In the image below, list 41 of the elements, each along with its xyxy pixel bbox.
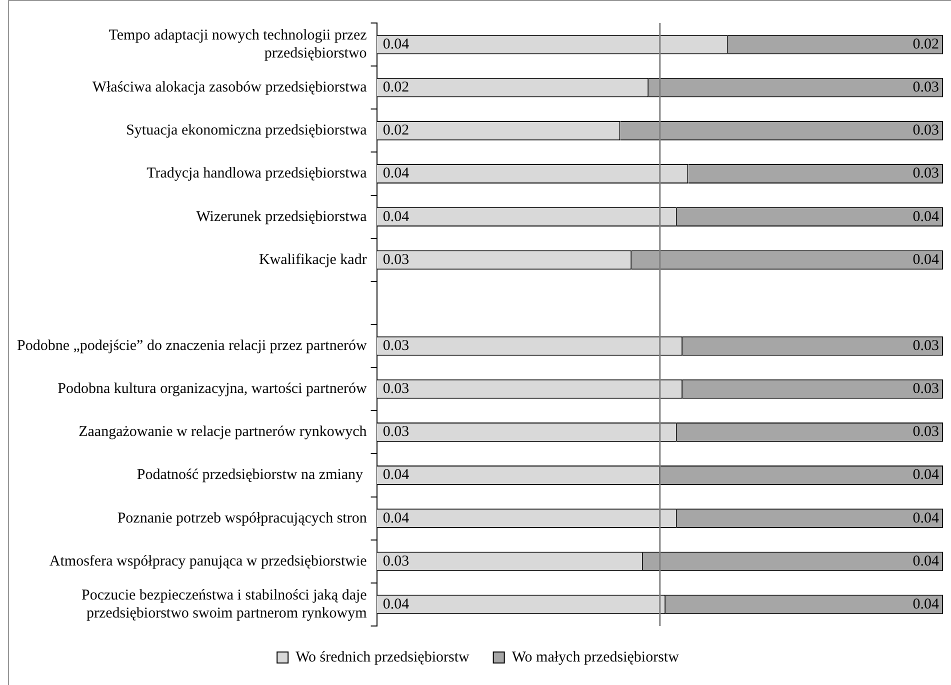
y-tick-label: Sytuacja ekonomiczna przedsiębiorstwa <box>126 122 368 139</box>
annotation: 0.04 <box>382 596 410 612</box>
annotation: 0.03 <box>912 80 939 96</box>
y-tick-label: Kwalifikacje kadr <box>258 252 367 268</box>
y-tick-label: Atmosfera współpracy panująca w przedsiębiorstwie <box>49 553 368 570</box>
y-tick-label: Wizerunek przedsiębiorstwa <box>196 208 368 225</box>
y-tick-label: Podatność przedsiębiorstw na zmiany <box>136 467 367 484</box>
annotation: 0.02 <box>382 122 410 139</box>
annotation: 0.04 <box>382 467 410 484</box>
annotation: 0.04 <box>912 553 940 570</box>
annotation: 0.04 <box>382 36 410 52</box>
annotation: 0.04 <box>382 208 410 225</box>
annotation: 0.04 <box>912 596 940 612</box>
annotation: 0.03 <box>382 252 410 268</box>
annotation: 0.03 <box>912 338 939 354</box>
annotation: 0.04 <box>382 166 410 182</box>
annotation: 0.03 <box>382 338 410 354</box>
y-tick-label: Tempo adaptacji nowych technologii przez przedsiębiorstwo <box>108 27 368 62</box>
annotation: 0.03 <box>912 166 939 182</box>
annotation: 0.03 <box>912 424 939 440</box>
legend-label: Wo średnich przedsiębiorstw <box>296 649 470 666</box>
annotation: 0.04 <box>382 510 410 526</box>
annotation: 0.04 <box>912 252 940 268</box>
y-tick-label: Poznanie potrzeb współpracujących stron <box>117 510 368 526</box>
y-tick-label: Podobna kultura organizacyjna, wartości partnerów <box>58 381 367 398</box>
annotation: 0.03 <box>912 122 939 139</box>
y-tick-label: Podobne „podejście” do znaczenia relacji przez partnerów <box>16 338 367 354</box>
annotation: 0.03 <box>382 381 410 398</box>
annotation: 0.03 <box>382 424 410 440</box>
annotation: 0.04 <box>912 208 940 225</box>
annotation: 0.02 <box>382 80 410 96</box>
y-tick-label: Poczucie bezpieczeństwa i stabilności jaką daje przedsiębiorstwo swoim partnerom rynkowym <box>82 587 368 622</box>
annotation: 0.03 <box>912 381 939 398</box>
y-tick-label: Właściwa alokacja zasobów przedsiębiorstwa <box>92 80 368 96</box>
legend-label: Wo małych przedsiębiorstw <box>512 649 680 666</box>
annotation: 0.04 <box>912 510 940 526</box>
y-tick-label: Tradycja handlowa przedsiębiorstwa <box>146 166 368 182</box>
y-tick-label: Zaangażowanie w relacje partnerów rynkowych <box>78 424 368 440</box>
annotation: 0.04 <box>912 467 940 484</box>
annotation: 0.02 <box>912 36 939 52</box>
annotation: 0.03 <box>382 553 410 570</box>
